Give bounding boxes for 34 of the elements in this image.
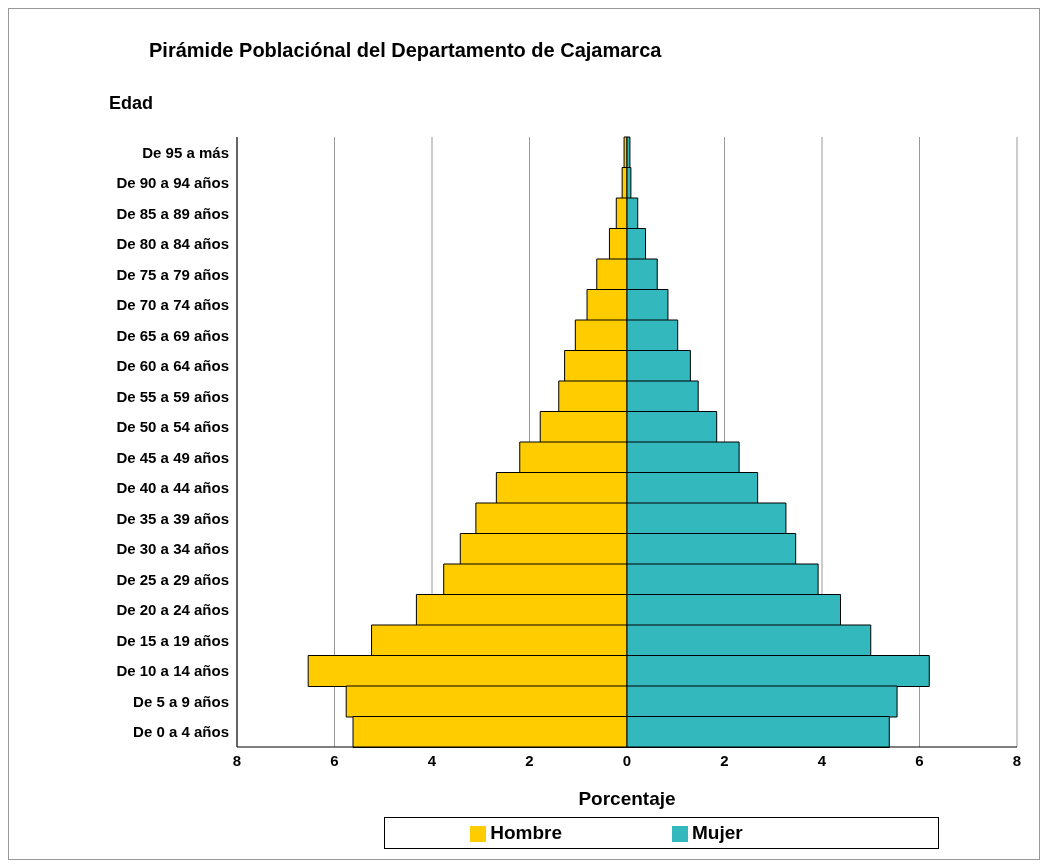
- x-tick-label: 2: [720, 751, 729, 769]
- y-tick-label: De 80 a 84 años: [116, 235, 229, 253]
- y-tick-label: De 60 a 64 años: [116, 357, 229, 375]
- chart-title: Pirámide Poblaciónal del Departamento de Cajamarca: [149, 39, 662, 62]
- y-tick-label: De 15 a 19 años: [116, 631, 229, 649]
- x-axis-title: Porcentaje: [578, 788, 676, 809]
- y-tick-label: De 0 a 4 años: [133, 723, 229, 741]
- y-tick-label: De 30 a 34 años: [116, 540, 229, 558]
- x-tick-label: 2: [525, 751, 534, 769]
- y-tick-label: De 40 a 44 años: [116, 479, 229, 497]
- y-tick-label: De 90 a 94 años: [116, 174, 229, 192]
- y-tick-label: De 95 a más: [142, 143, 229, 161]
- x-tick-label: 8: [1012, 751, 1022, 769]
- y-tick-label: De 55 a 59 años: [116, 387, 229, 405]
- legend-label: Hombre: [490, 822, 563, 843]
- y-tick-label: De 50 a 54 años: [116, 418, 229, 436]
- y-tick-label: De 70 a 74 años: [116, 296, 229, 314]
- x-tick-label: 4: [427, 751, 437, 769]
- x-tick-label: 6: [915, 751, 924, 769]
- y-tick-label: De 85 a 89 años: [116, 204, 229, 222]
- y-tick-label: De 65 a 69 años: [116, 326, 229, 344]
- x-tick-label: 8: [232, 751, 242, 769]
- legend-label: Mujer: [692, 822, 743, 843]
- y-tick-label: De 25 a 29 años: [116, 570, 229, 588]
- y-tick-label: De 45 a 49 años: [116, 448, 229, 466]
- x-tick-label: 0: [622, 751, 632, 769]
- y-tick-label: De 75 a 79 años: [116, 265, 229, 283]
- y-tick-label: De 20 a 24 años: [116, 601, 229, 619]
- x-tick-label: 6: [330, 751, 339, 769]
- x-tick-label: 4: [817, 751, 827, 769]
- y-tick-label: De 35 a 39 años: [116, 509, 229, 527]
- y-axis-title: Edad: [109, 93, 154, 114]
- y-tick-label: De 5 a 9 años: [133, 692, 229, 710]
- y-tick-label: De 10 a 14 años: [116, 662, 229, 680]
